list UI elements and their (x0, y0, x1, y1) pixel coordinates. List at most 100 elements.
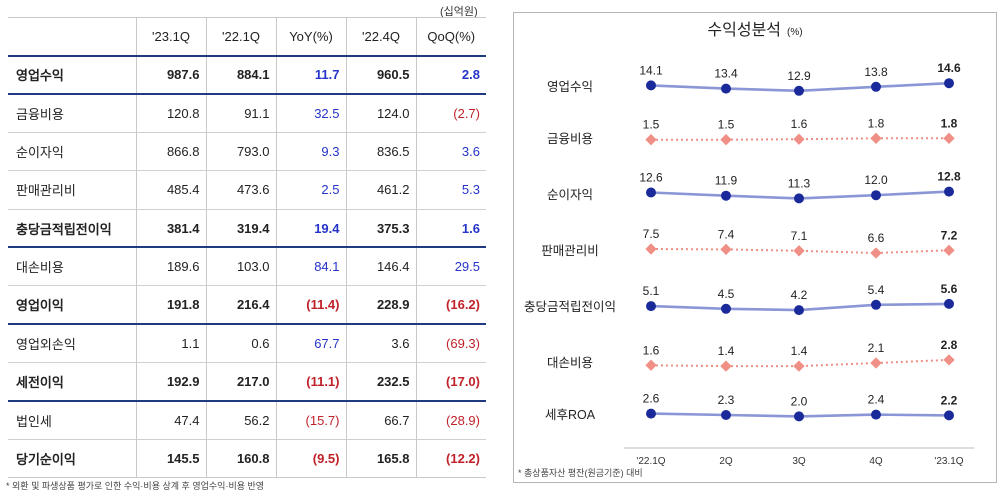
row-label: 영업수익 (8, 55, 137, 94)
yoy-change: 11.7 (276, 55, 347, 94)
table-row: 순이자익 866.8 793.0 9.3 836.5 3.6 (8, 132, 486, 171)
x-tick-label: '23.1Q (934, 456, 963, 467)
data-point (943, 132, 955, 144)
header-cell: QoQ(%) (416, 17, 486, 57)
value-22-4q: 3.6 (346, 324, 417, 363)
yoy-change: 84.1 (276, 247, 347, 286)
value-23-1q: 381.4 (136, 209, 207, 248)
value-22-4q: 461.2 (346, 170, 417, 210)
row-label: 영업외손익 (8, 324, 137, 363)
series-line (650, 358, 950, 368)
value-22-4q: 375.3 (346, 209, 417, 248)
income-table: '23.1Q '22.1Q YoY(%) '22.4Q QoQ(%) 영업수익 9… (8, 17, 486, 478)
table-row: 금융비용 120.8 91.1 32.5 124.0 (2.7) (8, 93, 486, 133)
qoq-change: (69.3) (446, 336, 480, 352)
data-label: 2.2 (941, 393, 958, 407)
table-footnote: * 외환 및 파생상품 평가로 인한 수익·비용 상계 후 영업수익·비용 반영 (6, 481, 265, 491)
data-label: 1.5 (643, 118, 660, 132)
series-label: 영업수익 (547, 80, 593, 94)
data-point (721, 190, 731, 201)
data-point (646, 80, 656, 91)
data-label: 5.4 (868, 283, 885, 297)
data-label: 1.5 (718, 118, 735, 132)
value-22-1q: 56.2 (206, 401, 277, 440)
data-point (720, 134, 732, 146)
value-23-1q: 485.4 (136, 170, 207, 210)
data-point (645, 134, 657, 146)
value-22-1q: 103.0 (206, 247, 277, 286)
value-22-1q: 216.4 (206, 285, 277, 325)
data-label: 12.0 (864, 173, 888, 187)
value-23-1q: 1.1 (136, 324, 207, 363)
series-label: 세후ROA (545, 408, 596, 422)
yoy-change: (11.1) (276, 362, 347, 402)
data-point (870, 132, 882, 144)
value-23-1q: 47.4 (136, 401, 207, 440)
value-22-4q: 124.0 (346, 93, 417, 133)
x-tick-label: 2Q (719, 456, 733, 467)
data-label: 2.8 (941, 338, 958, 352)
data-label: 2.6 (643, 392, 660, 406)
value-22-1q: 884.1 (206, 55, 277, 94)
value-23-1q: 192.9 (136, 362, 207, 402)
header-cell: '22.1Q (206, 17, 277, 57)
table-row: 법인세 47.4 56.2 (15.7) 66.7 (28.9) (8, 401, 486, 440)
data-label: 4.5 (718, 287, 735, 301)
table-header-row: '23.1Q '22.1Q YoY(%) '22.4Q QoQ(%) (8, 17, 486, 57)
qoq-change: 2.8 (461, 67, 480, 83)
data-label: 7.2 (941, 228, 958, 242)
data-label: 6.6 (868, 231, 885, 245)
header-cell (8, 17, 137, 57)
header-cell: '23.1Q (136, 17, 207, 57)
chart-canvas: 수익성분석 (%) '22.1Q 2Q 3Q 4Q '23.1Q 영업수익 14.1 13.4 12… (524, 21, 974, 467)
data-label: 2.1 (868, 341, 885, 355)
series-label: 판매관리비 (541, 244, 599, 258)
x-tick-label: 4Q (869, 456, 883, 467)
data-point (721, 410, 731, 420)
row-label: 충당금적립전이익 (8, 209, 137, 248)
data-label: 12.9 (787, 69, 811, 83)
data-point (793, 360, 805, 372)
table-row: 판매관리비 485.4 473.6 2.5 461.2 5.3 (8, 170, 486, 210)
row-label: 법인세 (8, 401, 137, 440)
table-row: 대손비용 189.6 103.0 84.1 146.4 29.5 (8, 247, 486, 286)
data-label: 1.8 (868, 116, 885, 130)
data-point (944, 410, 954, 421)
data-point (944, 298, 954, 309)
data-point (943, 244, 955, 256)
qoq-change: (28.9) (446, 412, 480, 428)
x-tick-label: '22.1Q (636, 456, 665, 467)
data-point (944, 186, 954, 197)
qoq-change: (17.0) (446, 374, 480, 390)
value-22-1q: 793.0 (206, 132, 277, 171)
data-point (646, 301, 656, 312)
data-label: 12.6 (639, 171, 663, 185)
qoq-change: (2.7) (453, 105, 480, 121)
chart-title-unit: (%) (787, 27, 803, 38)
value-22-1q: 217.0 (206, 362, 277, 402)
yoy-change: (15.7) (276, 401, 347, 440)
data-point (794, 85, 804, 96)
chart-footnote: * 총상품자산 평잔(원금기준) 대비 (518, 468, 643, 478)
data-label: 5.6 (941, 282, 958, 296)
data-point (871, 190, 881, 201)
qoq-change: 29.5 (454, 259, 480, 275)
data-point (720, 243, 732, 256)
value-22-4q: 66.7 (346, 401, 417, 440)
data-label: 7.4 (718, 227, 735, 241)
data-label: 1.8 (941, 116, 958, 130)
row-label: 금융비용 (8, 93, 137, 133)
data-label: 4.2 (791, 288, 808, 302)
series-label: 대손비용 (547, 356, 593, 370)
data-point (794, 193, 804, 204)
data-point (720, 360, 732, 372)
value-22-1q: 319.4 (206, 209, 277, 248)
data-point (645, 359, 657, 371)
value-22-1q: 0.6 (206, 324, 277, 363)
row-label: 판매관리비 (8, 170, 137, 210)
data-point (793, 245, 805, 257)
profitability-chart: 수익성분석 (%) '22.1Q 2Q 3Q 4Q '23.1Q 영업수익 14.1 13.4 12… (513, 12, 997, 483)
data-label: 5.1 (643, 284, 660, 298)
x-tick-label: 3Q (792, 456, 806, 467)
table-row: 영업수익 987.6 884.1 11.7 960.5 2.8 (8, 55, 486, 94)
